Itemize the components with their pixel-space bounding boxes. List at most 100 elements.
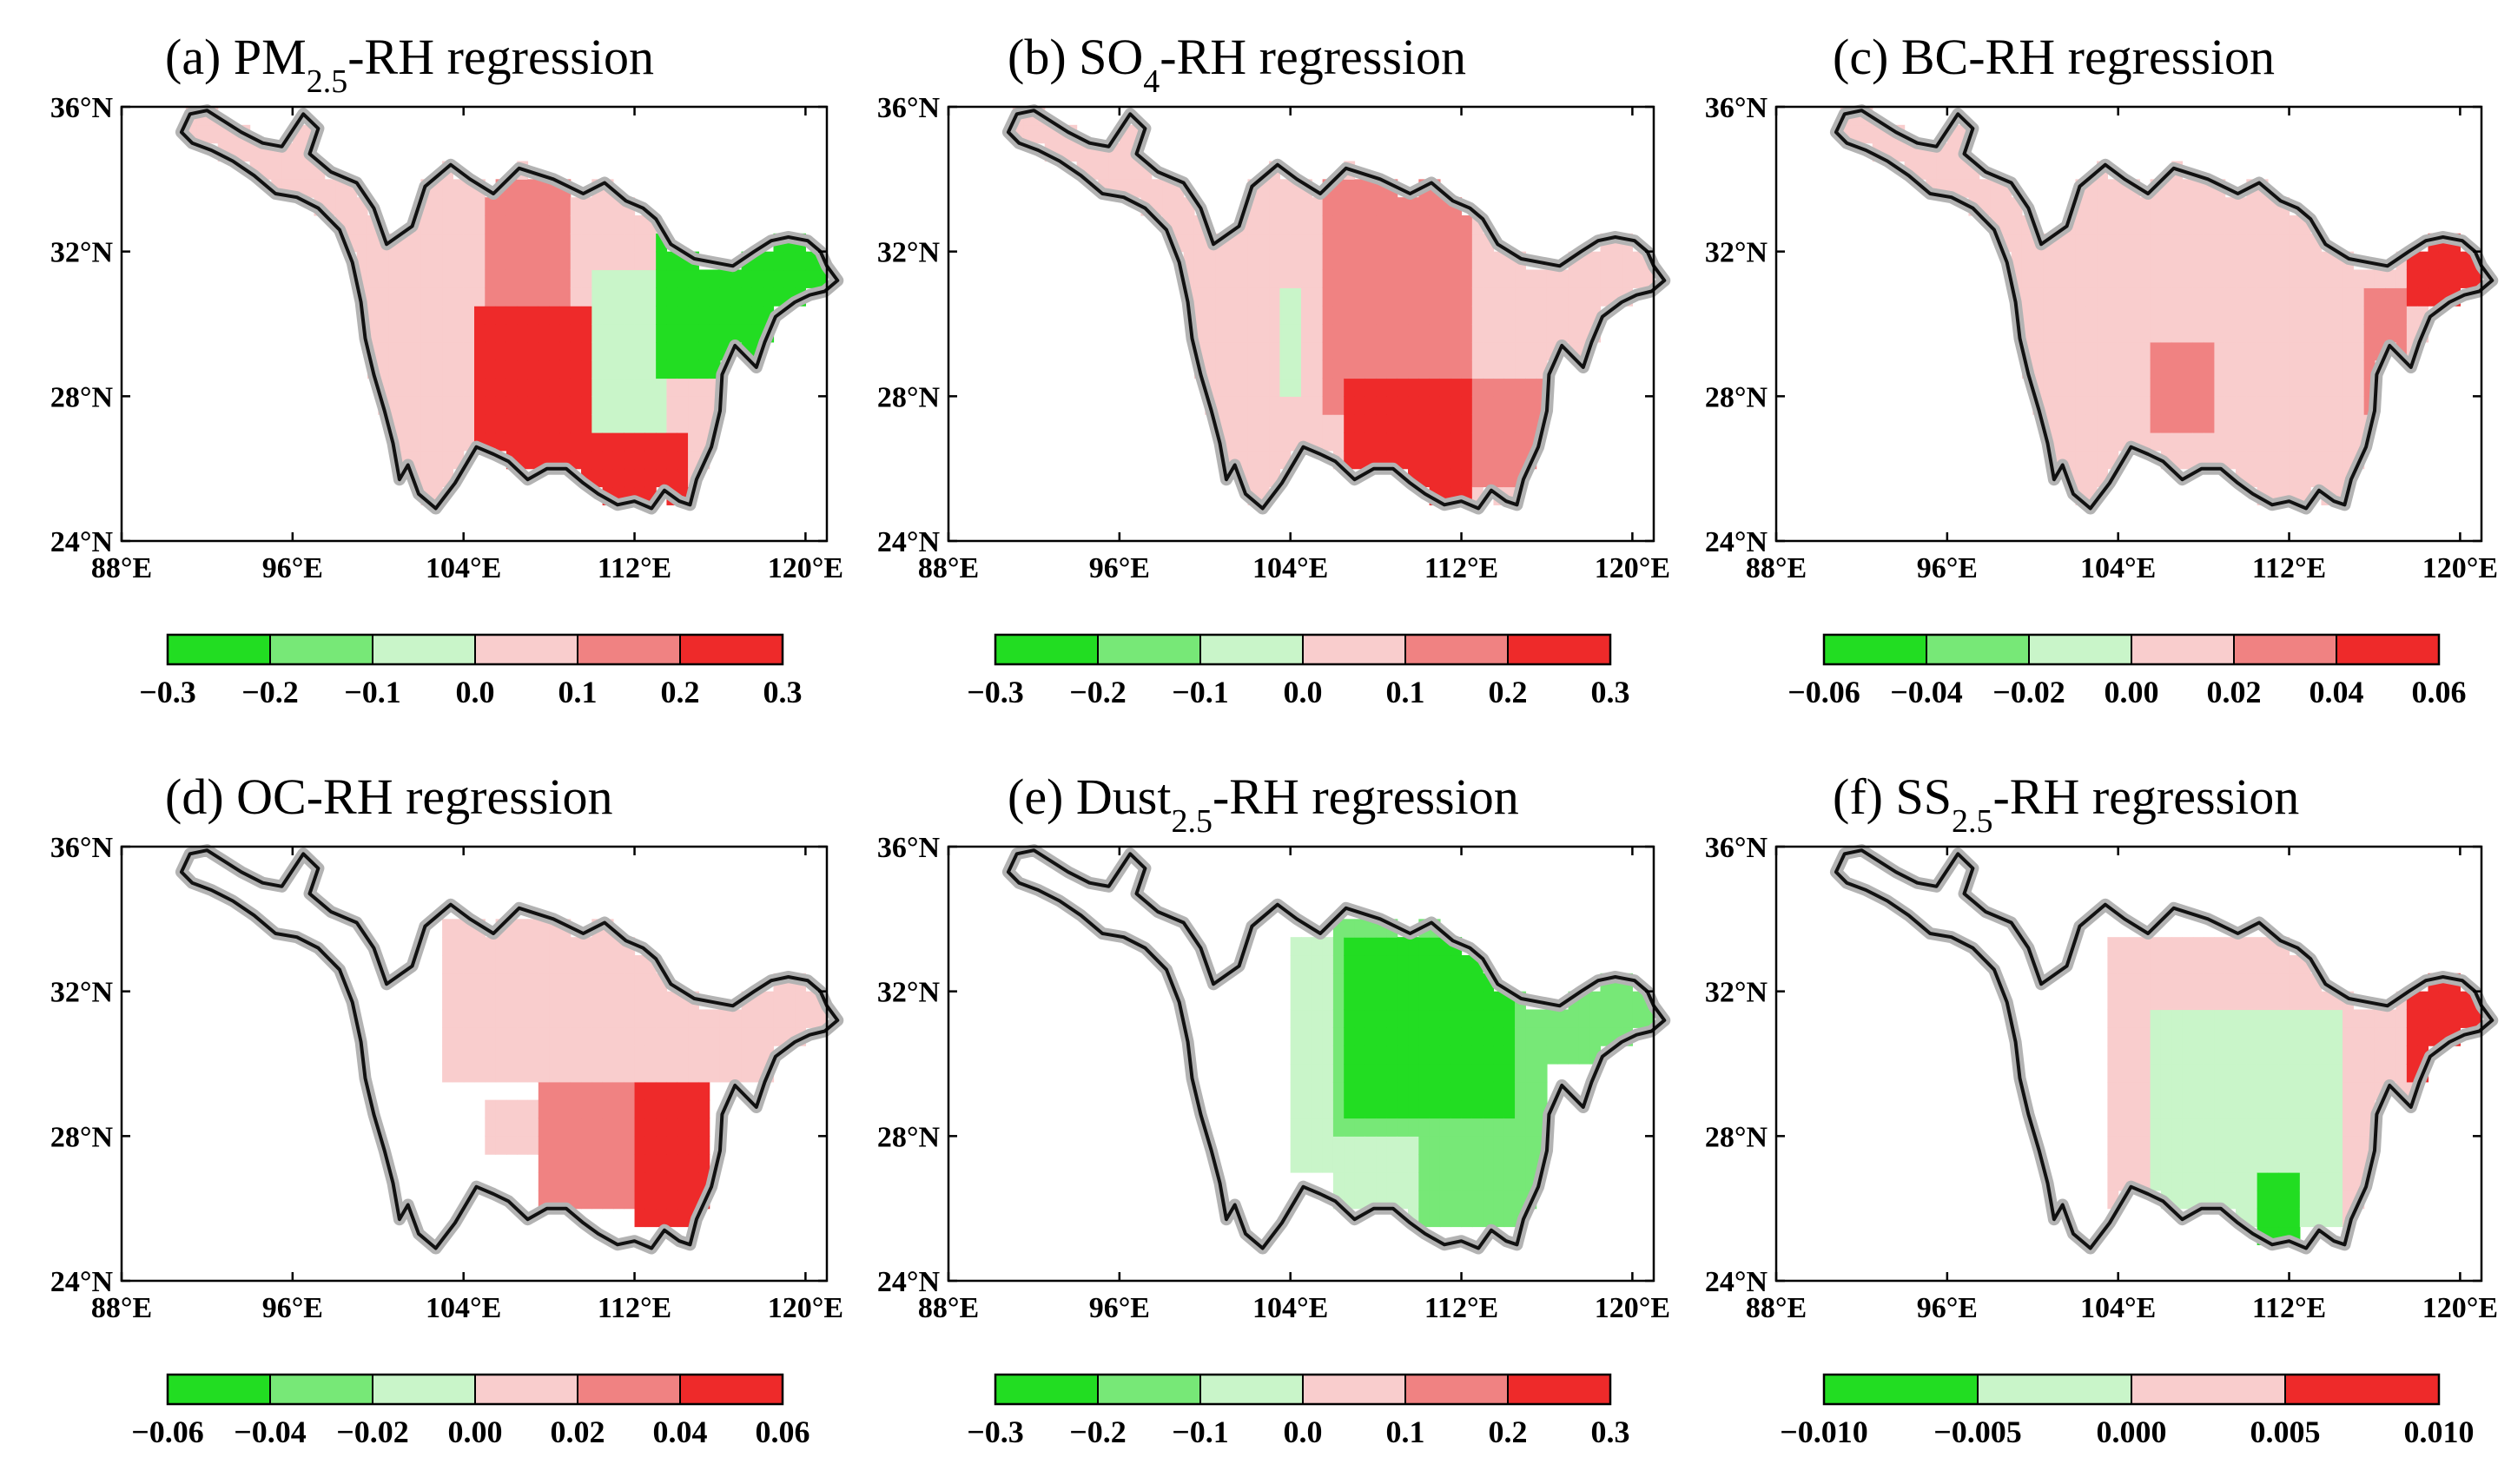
heatmap-cell [2246,1118,2258,1137]
heatmap-cell [2214,1154,2226,1173]
heatmap-cell [612,1099,624,1119]
colorbar-swatch [2336,634,2440,665]
heatmap-cell [581,378,592,397]
heatmap-cell [2192,1154,2204,1173]
heatmap-cell [517,269,529,288]
heatmap-cell [2118,1154,2130,1173]
heatmap-cell [517,215,529,234]
heatmap-cell [1568,324,1580,343]
heatmap-cell [1332,1045,1345,1065]
heatmap-cell [559,215,572,234]
heatmap-cell [2129,955,2140,974]
heatmap-cell [1515,269,1526,288]
heatmap-cell [2321,450,2333,470]
colorbar-label: −0.3 [139,675,196,709]
heatmap-cell [677,1118,689,1137]
heatmap-cell [1418,1136,1431,1155]
heatmap-cell [1968,179,1980,198]
heatmap-cell [1344,179,1356,198]
heatmap-cell [2363,1009,2376,1028]
heatmap-cell [1365,269,1377,288]
heatmap-cell [2289,1190,2301,1210]
heatmap-cell [2246,1045,2258,1065]
heatmap-cell [2310,1118,2323,1137]
heatmap-cell [1269,450,1280,470]
heatmap-cell [1247,287,1259,307]
heatmap-cell [666,1099,678,1119]
heatmap-cell [2278,306,2290,325]
heatmap-cell [527,1009,539,1028]
y-tick-label: 24°N [50,1266,114,1298]
heatmap-cell [581,1027,592,1046]
heatmap-cell [1471,287,1483,307]
heatmap-cell [527,341,539,361]
heatmap-cell [1354,341,1366,361]
heatmap-cell [485,269,497,288]
heatmap-cell [2032,306,2045,325]
heatmap-cell [1632,269,1644,288]
heatmap-cell [1589,991,1602,1011]
heatmap-cell [527,937,539,956]
heatmap-cell [1632,251,1644,271]
heatmap-cell [2171,432,2184,452]
heatmap-cell [570,1172,582,1191]
heatmap-cell [517,396,529,415]
heatmap-cell [2246,306,2258,325]
heatmap-cell [2214,251,2226,271]
heatmap-cell [1258,341,1270,361]
heatmap-cell [1386,973,1398,993]
heatmap-cell [2214,341,2226,361]
heatmap-cell [1386,937,1398,956]
heatmap-cell [1450,973,1463,993]
heatmap-cell [2107,1081,2119,1101]
heatmap-cell [2331,1118,2343,1137]
heatmap-cell [2160,359,2172,379]
heatmap-cell [2353,306,2365,325]
heatmap-cell [420,414,433,433]
colorbar-label: −0.3 [967,1415,1024,1449]
heatmap-cell [2214,1118,2226,1137]
heatmap-cell [1258,432,1270,452]
heatmap-cell [399,251,411,271]
heatmap-cell [2192,973,2204,993]
heatmap-cell [495,359,507,379]
heatmap-cell [2160,215,2172,234]
heatmap-cell [1376,233,1388,253]
heatmap-cell [527,287,539,307]
heatmap-cell [612,396,624,415]
heatmap-cell [485,197,497,216]
heatmap-cell [1503,324,1516,343]
heatmap-cell [1301,396,1312,415]
heatmap-cell [527,1027,539,1046]
heatmap-cell [2236,450,2247,470]
heatmap-cell [1247,396,1259,415]
heatmap-cell [666,306,678,325]
heatmap-cell [2160,341,2172,361]
heatmap-cell [1397,1099,1409,1119]
heatmap-cell [602,341,614,361]
colorbar-swatch [2284,1374,2440,1405]
heatmap-cell [709,341,721,361]
heatmap-cell [2224,378,2237,397]
x-tick-label: 104°E [426,1292,501,1324]
heatmap-cell [2160,1136,2172,1155]
heatmap-cell [2192,991,2204,1011]
heatmap-cell [1386,197,1398,216]
y-tick-label: 36°N [50,832,114,864]
heatmap-cell [2257,341,2269,361]
heatmap-cell [2321,432,2333,452]
heatmap-cell [1332,1136,1345,1155]
heatmap-cell [2299,233,2311,253]
heatmap-cell [527,1136,539,1155]
heatmap-cell [527,251,539,271]
heatmap-cell [570,396,582,415]
heatmap-cell [1503,1099,1516,1119]
heatmap-cell [2310,1064,2323,1083]
heatmap-cell [2289,450,2301,470]
heatmap-cell [463,215,475,234]
heatmap-cell [2085,324,2098,343]
heatmap-cell [2150,378,2162,397]
heatmap-cell [1312,396,1324,415]
heatmap-cell [1354,215,1366,234]
heatmap-cell [2310,468,2323,488]
